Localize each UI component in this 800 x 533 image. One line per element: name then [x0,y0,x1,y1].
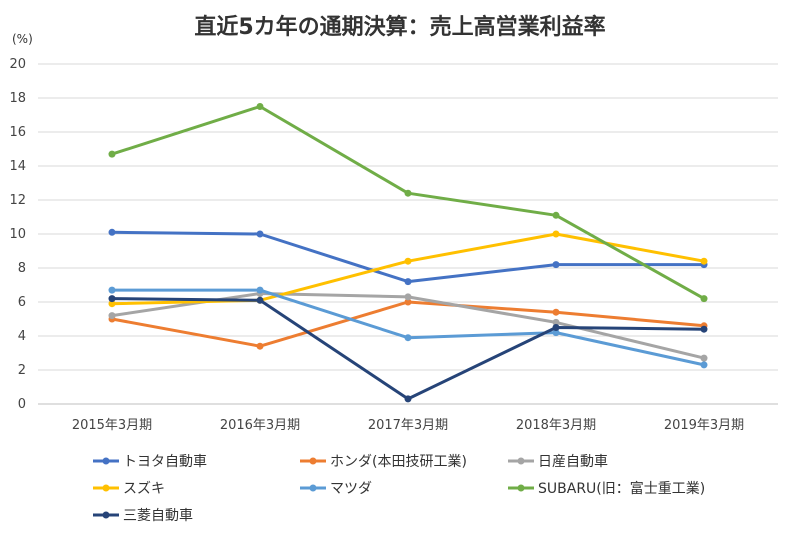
legend-item: トヨタ自動車 [93,453,207,470]
x-tick-label: 2017年3月期 [368,418,448,433]
legend-item: 日産自動車 [508,453,608,470]
legend-marker [517,484,525,492]
y-tick-label: 8 [18,261,26,276]
legend-item: マツダ [300,481,372,497]
data-point [700,325,708,333]
series-2 [108,298,708,350]
data-point [108,150,116,158]
series-lines [108,103,708,403]
data-point [700,257,708,265]
data-point [700,361,708,369]
x-tick-label: 2016年3月期 [220,418,300,433]
y-axis-unit: (%) [12,32,33,46]
data-point [256,286,264,294]
data-point [404,278,412,286]
data-point [108,295,116,303]
legend-label: SUBARU(旧：富士重工業) [538,480,705,497]
y-axis-ticks: 0 2 4 6 8 10 12 14 16 18 20 [9,57,26,412]
y-tick-label: 2 [18,363,26,378]
data-point [404,334,412,342]
data-point [108,286,116,294]
series-1 [108,228,708,286]
data-point [256,103,264,110]
series-line [110,230,706,284]
data-point [552,308,560,316]
legend-label: ホンダ(本田技研工業) [330,454,467,470]
series-line [110,297,706,401]
x-tick-label: 2018年3月期 [516,418,596,433]
y-tick-label: 4 [18,329,26,344]
legend-label: マツダ [330,481,372,497]
series-7 [108,295,708,403]
y-tick-label: 12 [9,193,26,208]
series-5 [108,286,708,369]
legend-item: ホンダ(本田技研工業) [300,454,467,470]
data-point [552,211,560,219]
legend-label: スズキ [123,481,165,497]
legend-label: 三菱自動車 [123,507,193,524]
data-point [404,257,412,265]
data-point [404,298,412,306]
data-point [108,300,116,308]
y-tick-label: 20 [9,57,26,72]
data-point [404,293,412,301]
legend-label: 日産自動車 [538,453,608,470]
legend-marker [102,484,110,492]
legend-item: 三菱自動車 [93,507,193,524]
series-line [110,105,706,301]
x-tick-label: 2019年3月期 [664,418,744,433]
chart-title: 直近5カ年の通期決算：売上高営業利益率 [194,14,605,40]
legend-marker [102,511,110,519]
y-tick-label: 16 [9,125,26,140]
data-point [256,342,264,350]
data-point [404,395,412,403]
data-point [404,189,412,197]
series-line [110,232,706,306]
y-tick-label: 14 [9,159,26,174]
data-point [552,230,560,238]
x-tick-label: 2015年3月期 [72,418,152,433]
data-point [552,324,560,331]
data-point [700,295,708,303]
y-tick-label: 0 [18,397,26,412]
data-point [700,354,708,362]
data-point [256,296,264,304]
legend-marker [309,484,317,492]
x-axis-ticks: 2015年3月期 2016年3月期 2017年3月期 2018年3月期 2019年3月期 [72,418,744,433]
data-point [108,312,116,320]
legend-marker [102,457,110,465]
data-point [256,230,264,238]
legend-label: トヨタ自動車 [123,453,207,470]
data-point [552,261,560,269]
legend-item: SUBARU(旧：富士重工業) [508,480,705,497]
legend-marker [517,457,525,465]
data-point [552,318,560,326]
data-point [108,228,116,236]
series-6 [108,103,708,303]
legend-item: スズキ [93,481,165,497]
legend-marker [309,457,317,465]
y-tick-label: 18 [9,91,26,106]
y-tick-label: 10 [9,227,26,242]
y-tick-label: 6 [18,295,26,310]
data-point [552,329,560,337]
